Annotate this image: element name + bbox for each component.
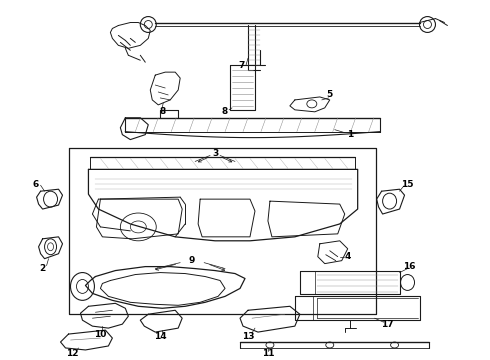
Text: 3: 3	[212, 149, 218, 158]
Text: 12: 12	[66, 350, 79, 359]
Text: 9: 9	[189, 256, 196, 265]
Text: 1: 1	[346, 130, 353, 139]
Text: 8: 8	[159, 107, 165, 116]
Text: 7: 7	[239, 61, 245, 70]
Text: 16: 16	[403, 262, 416, 271]
Text: 6: 6	[32, 180, 39, 189]
Text: 10: 10	[94, 329, 107, 338]
Text: 2: 2	[40, 264, 46, 273]
Text: 14: 14	[154, 332, 167, 341]
Text: 8: 8	[222, 107, 228, 116]
Text: 4: 4	[344, 252, 351, 261]
Text: 17: 17	[381, 320, 394, 329]
Text: 11: 11	[262, 350, 274, 359]
Text: 15: 15	[401, 180, 414, 189]
Text: 13: 13	[242, 332, 254, 341]
Text: 5: 5	[327, 90, 333, 99]
